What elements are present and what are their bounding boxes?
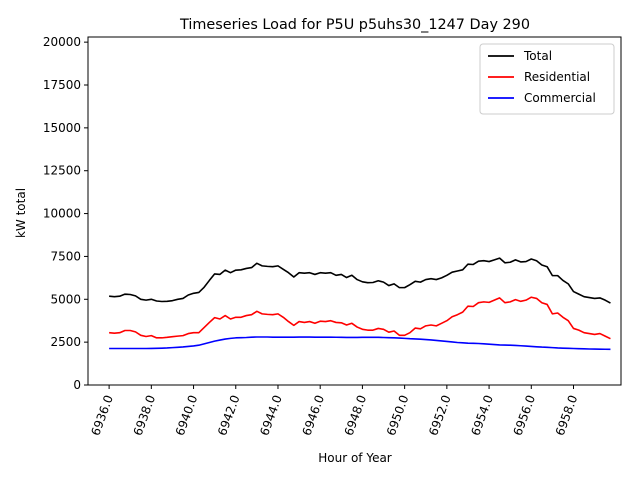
y-axis-label: kW total bbox=[14, 188, 28, 238]
y-axis-ticks: 0 2500 5000 7500 10000 12500 15000 17500 20000 bbox=[43, 35, 88, 392]
legend: Total Residential Commercial bbox=[479, 43, 615, 115]
legend-label-total: Total bbox=[523, 49, 552, 63]
axes-frame bbox=[87, 36, 622, 386]
series-line-commercial bbox=[109, 336, 611, 351]
legend-box bbox=[479, 43, 615, 115]
x-axis-label: Hour of Year bbox=[318, 451, 392, 465]
series-line-residential bbox=[109, 296, 611, 340]
plot-area bbox=[87, 36, 622, 386]
y-tick-label: 5000 bbox=[50, 292, 81, 306]
y-tick-label: 7500 bbox=[50, 249, 81, 263]
series-line-total bbox=[109, 257, 611, 304]
legend-label-residential: Residential bbox=[524, 70, 590, 84]
legend-label-commercial: Commercial bbox=[524, 91, 596, 105]
y-tick-label: 15000 bbox=[43, 121, 81, 135]
y-tick-label: 12500 bbox=[43, 164, 81, 178]
y-tick-label: 0 bbox=[73, 378, 81, 392]
y-tick-label: 2500 bbox=[50, 335, 81, 349]
y-tick-label: 10000 bbox=[43, 207, 81, 221]
chart-title: Timeseries Load for P5U p5uhs30_1247 Day… bbox=[179, 17, 530, 33]
y-tick-label: 20000 bbox=[43, 35, 81, 49]
y-tick-label: 17500 bbox=[43, 78, 81, 92]
